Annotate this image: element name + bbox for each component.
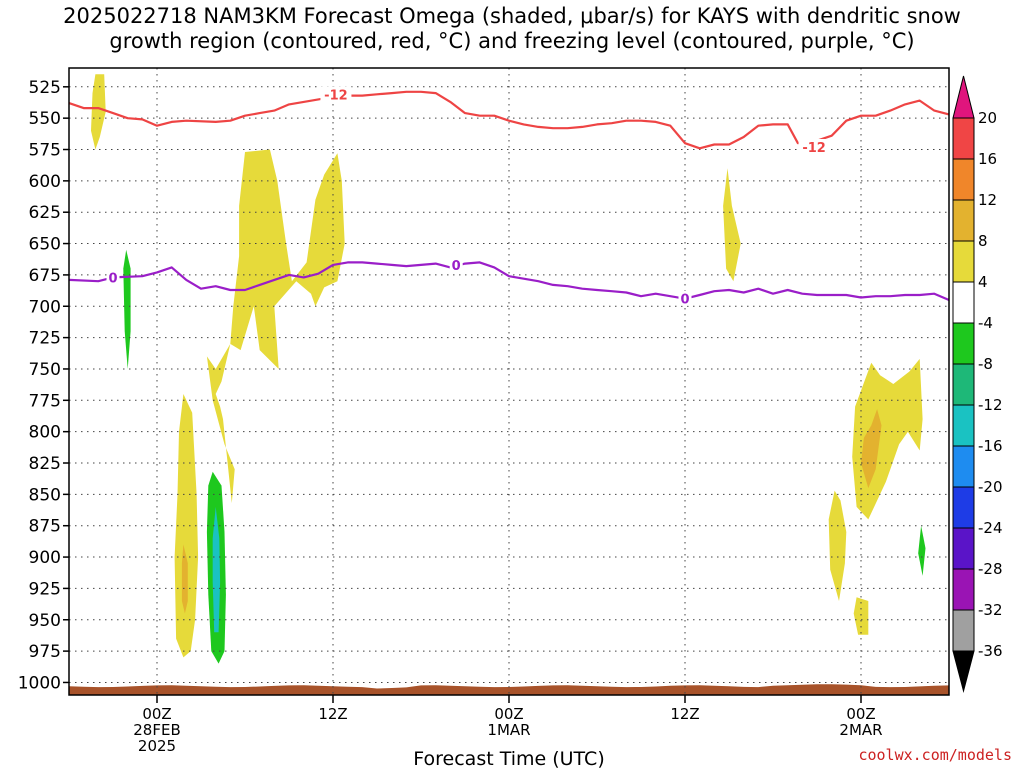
- contour-label-0-1: -12: [802, 141, 826, 156]
- omega-region-10: [123, 249, 131, 369]
- y-tick-label: 600: [29, 172, 61, 192]
- contour-label-1-0: 0: [108, 271, 117, 286]
- contours: -12 -12 0 0 0: [68, 86, 950, 308]
- x-tick-date: 1MAR: [487, 721, 530, 739]
- contour-label-bg: [320, 86, 352, 102]
- y-tick-label: 700: [29, 297, 61, 317]
- y-tick-label: 775: [29, 391, 61, 411]
- y-tick-label: 650: [29, 235, 61, 255]
- colorbar-bin: [952, 568, 975, 611]
- y-tick-label: 925: [29, 579, 61, 599]
- colorbar-tick-label: -12: [978, 396, 1003, 414]
- omega-region-8: [853, 597, 869, 635]
- omega-region-7: [861, 409, 882, 489]
- colorbar-tick-label: -36: [978, 642, 1003, 660]
- y-tick-label: 900: [29, 548, 61, 568]
- contour-line-1: [68, 261, 950, 302]
- omega-region-9: [918, 525, 926, 576]
- colorbar-bin: [952, 117, 975, 160]
- omega-region-3: [181, 544, 188, 614]
- colorbar-tick-label: -28: [978, 560, 1003, 578]
- colorbar-bin: [952, 240, 975, 283]
- x-tick-label: 12Z: [670, 705, 699, 723]
- contour-label-bg: [678, 290, 692, 306]
- colorbar-bin: [952, 281, 975, 324]
- colorbar-tick-label: -24: [978, 519, 1003, 537]
- colorbar-bin: [952, 486, 975, 529]
- contour-label-1-2: 0: [680, 293, 689, 308]
- grid: [69, 68, 949, 695]
- credit-link[interactable]: coolwx.com/models: [858, 746, 1012, 764]
- y-tick-label: 725: [29, 329, 61, 349]
- contour-label-bg: [449, 256, 463, 272]
- colorbar-bin: [952, 363, 975, 406]
- x-tick-date: 2MAR: [839, 721, 882, 739]
- omega-region-6: [852, 358, 923, 520]
- terrain-surface: [69, 684, 949, 695]
- x-tick-label: 00Z: [494, 705, 523, 723]
- chart-title: 2025022718 NAM3KM Forecast Omega (shaded…: [0, 4, 1024, 54]
- y-tick-label: 675: [29, 266, 61, 286]
- x-axis-label: Forecast Time (UTC): [413, 748, 604, 768]
- y-tick-label: 875: [29, 517, 61, 537]
- colorbar-tick-label: -8: [978, 355, 993, 373]
- y-tick-label: 1000: [18, 673, 61, 693]
- colorbar-bin: [952, 404, 975, 447]
- omega-shading: [91, 74, 926, 664]
- y-tick-label: 975: [29, 642, 61, 662]
- omega-region-1: [206, 149, 345, 504]
- omega-region-4: [723, 168, 741, 282]
- colorbar-tick-label: -20: [978, 478, 1003, 496]
- colorbar-max-arrow: [952, 75, 975, 119]
- y-tick-label: 550: [29, 109, 61, 129]
- omega-region-0: [91, 74, 106, 150]
- colorbar-min-arrow: [952, 650, 975, 693]
- colorbar-tick-label: 16: [978, 150, 997, 168]
- chart-title-line-1: 2025022718 NAM3KM Forecast Omega (shaded…: [63, 4, 961, 28]
- y-tick-label: 575: [29, 141, 61, 161]
- y-tick-label: 825: [29, 454, 61, 474]
- colorbar: 20 16 12 8 4 -4 -8 -12 -16 -20 -24 -28 -32 -36: [952, 75, 1003, 693]
- colorbar-bin: [952, 445, 975, 488]
- omega-region-2: [174, 394, 199, 658]
- terrain: [69, 684, 949, 695]
- contour-label-bg: [106, 269, 120, 285]
- omega-region-12: [212, 506, 221, 633]
- colorbar-tick-label: 8: [978, 232, 988, 250]
- x-tick-date: 28FEB: [133, 721, 180, 739]
- colorbar-tick-label: 4: [978, 273, 988, 291]
- contour-label-0-0: -12: [324, 88, 348, 103]
- colorbar-tick-label: 20: [978, 109, 997, 127]
- colorbar-tick-label: -4: [978, 314, 993, 332]
- colorbar-bin: [952, 322, 975, 365]
- x-tick-label: 00Z: [142, 705, 171, 723]
- colorbar-bin: [952, 609, 975, 652]
- y-tick-label: 950: [29, 611, 61, 631]
- chart-title-line-2: growth region (contoured, red, °C) and f…: [109, 29, 915, 53]
- x-tick-year: 2025: [138, 737, 176, 755]
- y-tick-label: 625: [29, 203, 61, 223]
- omega-region-5: [828, 490, 847, 601]
- x-tick-label: 12Z: [318, 705, 347, 723]
- colorbar-tick-label: -16: [978, 437, 1003, 455]
- contour-label-1-1: 0: [452, 259, 461, 274]
- y-tick-label: 800: [29, 423, 61, 443]
- colorbar-bin: [952, 527, 975, 570]
- contour-label-bg: [798, 139, 830, 155]
- y-tick-label: 750: [29, 360, 61, 380]
- colorbar-tick-label: 12: [978, 191, 997, 209]
- x-tick-label: 00Z: [846, 705, 875, 723]
- colorbar-bin: [952, 158, 975, 201]
- colorbar-tick-label: -32: [978, 601, 1003, 619]
- y-tick-label: 850: [29, 485, 61, 505]
- y-tick-label: 525: [29, 78, 61, 98]
- colorbar-bin: [952, 199, 975, 242]
- y-axis-ticks: 525 550 575 600 625 650 675 700 725 750 775 800 825 8…: [18, 78, 69, 693]
